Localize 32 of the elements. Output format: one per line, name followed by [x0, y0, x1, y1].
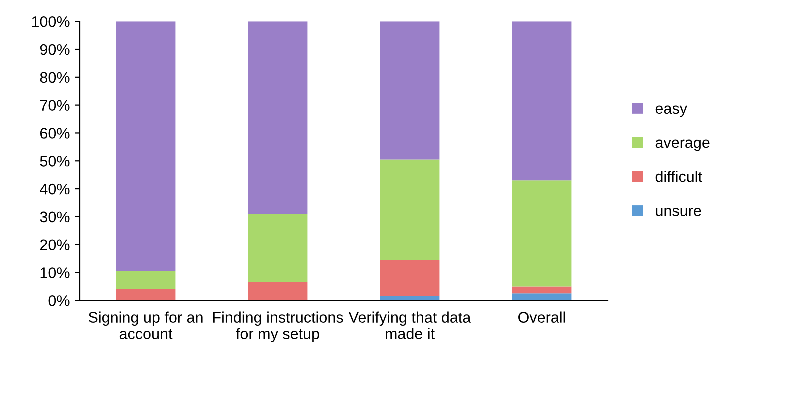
y-tick-label: 50%	[40, 156, 70, 167]
bar	[380, 160, 440, 260]
y-tick-label: 30%	[40, 212, 70, 223]
y-tick-label: 90%	[40, 44, 70, 56]
bar	[380, 22, 440, 160]
bar	[512, 294, 572, 301]
legend-label: easy	[656, 106, 688, 118]
bar	[512, 286, 572, 294]
y-tick-label: 0%	[48, 296, 70, 306]
x-tick-label: Signing up for an account	[88, 312, 203, 340]
x-tick-label: Verifying that data made it	[348, 312, 472, 340]
bar	[248, 22, 308, 214]
y-tick-label: 100%	[32, 16, 70, 28]
bar	[512, 22, 572, 181]
legend-label: unsure	[656, 208, 702, 216]
y-tick-label: 60%	[40, 128, 70, 139]
x-tick-label: Finding instructions for my setup	[213, 312, 344, 342]
y-tick-label: 20%	[40, 240, 70, 251]
bar	[248, 214, 308, 283]
bar	[116, 289, 176, 301]
legend-label: average	[656, 140, 710, 152]
bar	[116, 271, 176, 290]
bar	[116, 22, 176, 272]
y-tick-label: 40%	[40, 184, 70, 195]
y-tick-label: 70%	[40, 100, 70, 112]
legend-label: difficult	[656, 171, 702, 182]
bar	[512, 180, 572, 287]
y-tick-label: 10%	[40, 268, 70, 278]
x-tick-label: Overall	[518, 312, 566, 323]
bar	[380, 260, 440, 296]
bar	[248, 282, 308, 301]
y-tick-label: 80%	[40, 72, 70, 84]
